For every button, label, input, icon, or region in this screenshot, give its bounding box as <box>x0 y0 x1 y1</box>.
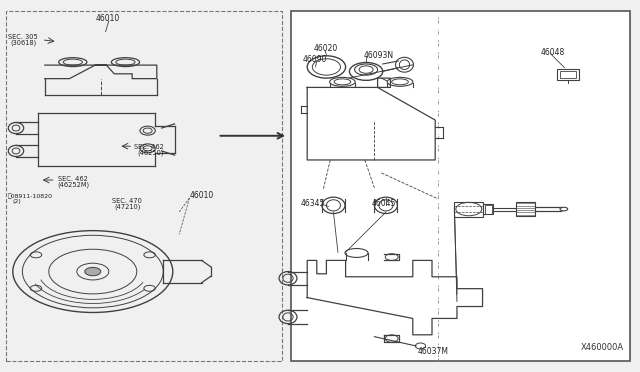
Bar <box>557 69 579 80</box>
Text: (30618): (30618) <box>10 39 36 46</box>
Text: 46345: 46345 <box>301 199 325 208</box>
Text: 46045: 46045 <box>371 199 396 208</box>
Text: SEC. 305: SEC. 305 <box>8 34 37 40</box>
Text: (47210): (47210) <box>114 203 140 210</box>
Text: SEC. 462: SEC. 462 <box>134 144 164 150</box>
Text: X460000A: X460000A <box>581 343 624 352</box>
Text: 46010: 46010 <box>96 14 120 23</box>
Text: 46010: 46010 <box>189 191 214 200</box>
Text: 46048: 46048 <box>541 48 565 57</box>
Ellipse shape <box>84 267 101 276</box>
Text: 46020: 46020 <box>314 44 338 53</box>
Text: 46037M: 46037M <box>418 347 449 356</box>
Text: 46090: 46090 <box>303 55 327 64</box>
Text: 46093N: 46093N <box>364 51 394 60</box>
Bar <box>516 202 535 216</box>
Bar <box>6 11 282 361</box>
Text: SEC. 470: SEC. 470 <box>112 198 142 204</box>
Text: (46252M): (46252M) <box>58 182 90 188</box>
Bar <box>291 11 630 361</box>
Text: (2): (2) <box>13 199 22 205</box>
Text: ⓝ08911-10820: ⓝ08911-10820 <box>8 193 52 199</box>
Bar <box>485 205 492 214</box>
Bar <box>483 204 493 214</box>
Bar <box>560 71 576 78</box>
Bar <box>454 202 483 217</box>
Text: SEC. 462: SEC. 462 <box>58 176 88 182</box>
Text: (46250): (46250) <box>137 149 163 156</box>
